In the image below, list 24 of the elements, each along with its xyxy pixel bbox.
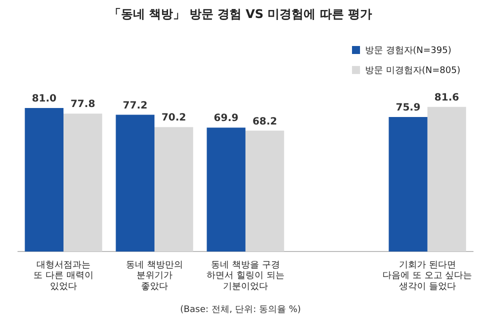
text: (Base: 전체, 단위: 동의율 %) <box>179 304 302 316</box>
x-tick-label: 동네 책방만의 분위기가 좋았다 <box>126 260 183 292</box>
data-label: 69.9 <box>214 113 238 124</box>
bar <box>63 114 102 252</box>
legend-label: 방문 경험자(N=395) <box>365 44 452 56</box>
bar <box>154 127 194 252</box>
x-tick-label: 동네 책방을 구경 하면서 힐링이 되는 기분이었다 <box>206 260 284 292</box>
bar <box>427 106 466 252</box>
data-label: 70.2 <box>161 112 186 124</box>
bar <box>245 130 284 252</box>
bar <box>116 114 154 252</box>
x-tick-label: 대형서점과는 또 다른 매력이 있었다 <box>34 260 94 292</box>
bar <box>206 128 246 252</box>
data-label: 81.0 <box>32 94 57 105</box>
x-tick-label: 기회가 된다면 다음에 또 오고 싶다는 생각이 들었다 <box>382 260 472 292</box>
bar <box>24 108 64 252</box>
legend-label: 방문 미경험자(N=805) <box>365 64 460 76</box>
data-label: 75.9 <box>396 102 420 114</box>
data-label: 77.2 <box>122 100 148 112</box>
bar <box>388 117 428 252</box>
data-label: 81.6 <box>434 92 460 104</box>
chart-title: 「동네 책방」 방문 경험 VS 미경험에 따른 평가 <box>108 6 374 23</box>
data-label: 77.8 <box>70 99 96 110</box>
data-label: 68.2 <box>252 116 278 128</box>
